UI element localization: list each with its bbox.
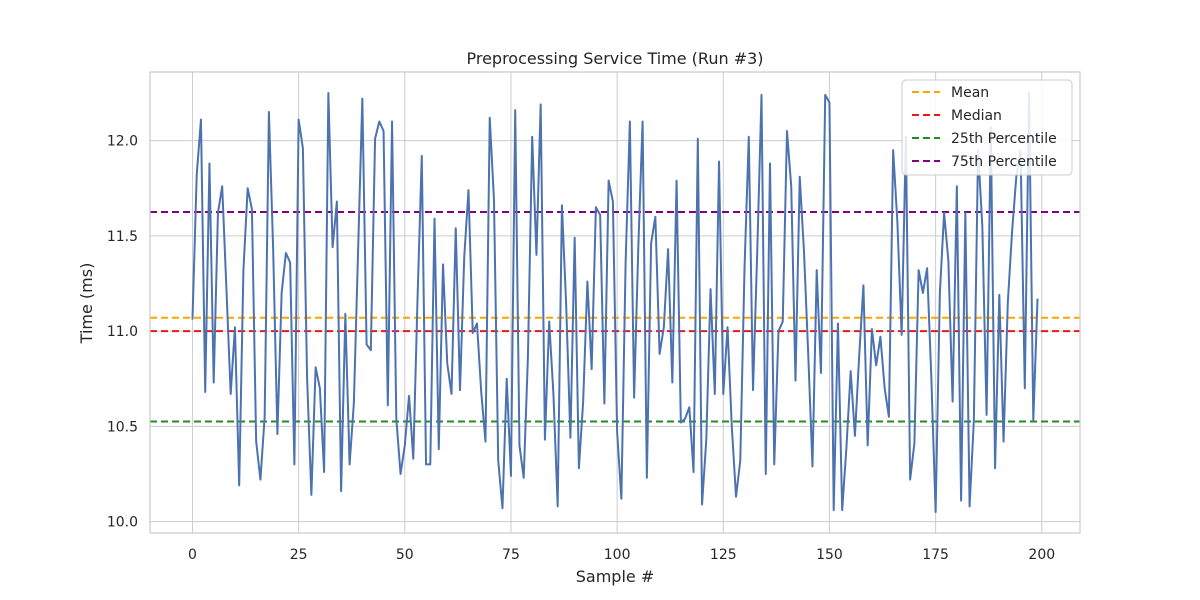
y-tick-label: 12.0 <box>107 134 138 150</box>
x-axis-label: Sample # <box>576 567 654 586</box>
series-layer <box>191 91 1039 514</box>
chart-title: Preprocessing Service Time (Run #3) <box>466 49 763 68</box>
y-tick-label: 11.0 <box>107 324 138 340</box>
legend-entry: 75th Percentile <box>951 154 1057 170</box>
x-tick-label: 125 <box>710 547 737 563</box>
x-tick-label: 0 <box>188 547 197 563</box>
x-tick-label: 175 <box>922 547 949 563</box>
x-tick-label: 100 <box>604 547 631 563</box>
x-tick-label: 150 <box>816 547 843 563</box>
x-tick-label: 25 <box>290 547 308 563</box>
legend-box <box>901 79 1073 176</box>
plot-frame <box>149 71 1081 534</box>
legend-entry: 25th Percentile <box>951 131 1057 147</box>
x-tick-label: 200 <box>1028 547 1055 563</box>
legend-entry: Median <box>951 108 1002 124</box>
y-tick-label: 10.5 <box>107 419 138 435</box>
y-tick-label: 10.0 <box>107 515 138 531</box>
x-tick-label: 75 <box>502 547 520 563</box>
y-tick-labels: 10.0 10.5 11.0 11.5 12.0 <box>107 134 138 531</box>
x-tick-labels: 0 25 50 75 100 125 150 175 200 <box>188 547 1055 563</box>
series-line <box>191 91 1039 514</box>
legend-entry: Mean <box>951 85 989 101</box>
y-tick-label: 11.5 <box>107 229 138 245</box>
y-axis-label: Time (ms) <box>77 263 96 345</box>
x-tick-label: 50 <box>396 547 414 563</box>
legend: Mean Median 25th Percentile 75th Percentile <box>901 79 1073 176</box>
